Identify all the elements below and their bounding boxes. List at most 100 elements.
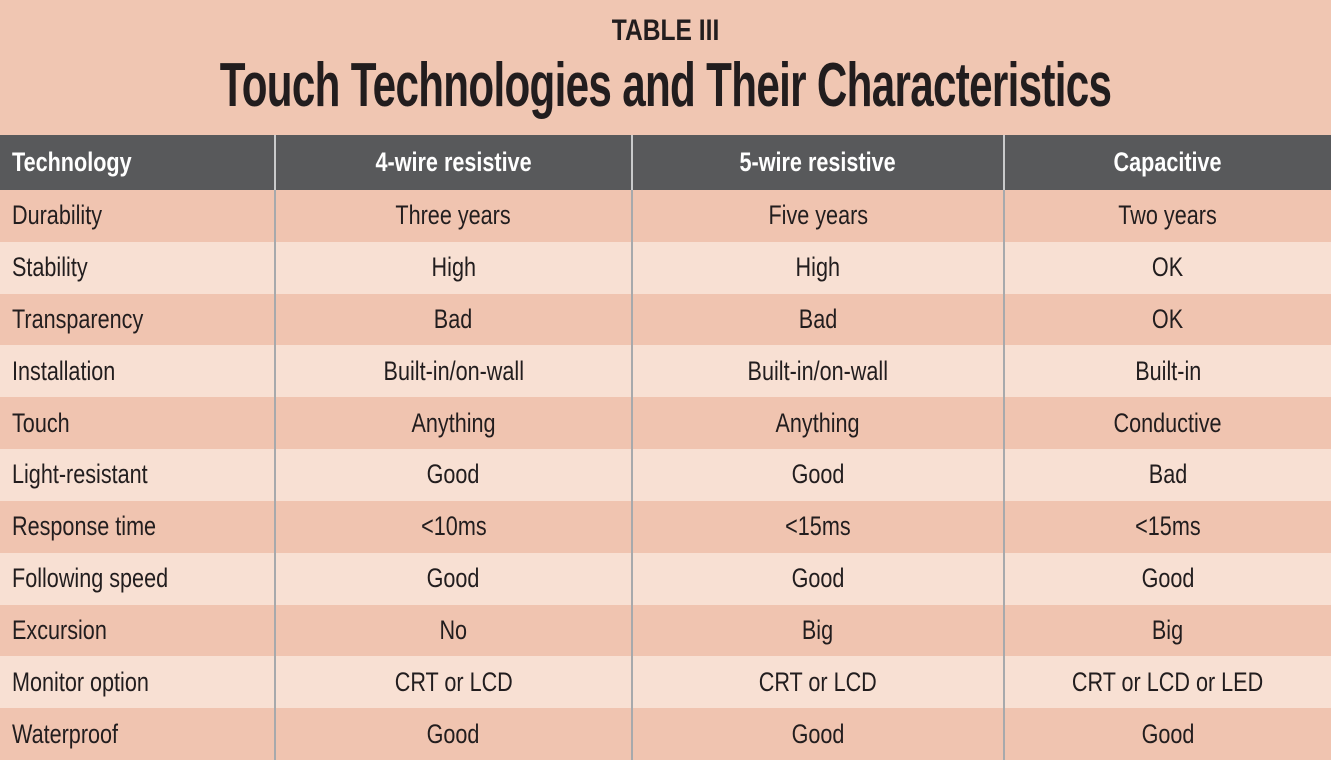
table-row: Installation Built-in/on-wall Built-in/o… [0,345,1331,398]
row-value: Good [1141,718,1195,749]
row-value: CRT or LCD or LED [1072,666,1264,697]
row-label-cell: Following speed [0,553,274,605]
table-row: Stability High High OK [0,241,1331,294]
row-value: Bad [434,304,473,335]
table-row: Durability Three years Five years Two ye… [0,190,1331,242]
row-value: Good [427,718,480,749]
row-label: Stability [12,252,88,283]
row-value: Anything [411,407,496,438]
row-value: Good [791,563,845,594]
row-value: Built-in [1134,355,1202,386]
table-row: Response time <10ms <15ms <15ms [0,500,1331,553]
header-row: Technology 4-wire resistive 5-wire resis… [0,135,1331,190]
row-label: Following speed [12,563,169,594]
row-value-cell: Conductive [1003,397,1331,450]
table-row: Excursion No Big Big [0,604,1331,657]
row-value-cell: OK [1003,293,1331,346]
row-value-cell: Five years [631,190,1003,242]
row-label-cell: Excursion [0,605,274,657]
row-value-cell: Built-in/on-wall [274,345,631,398]
row-label-cell: Durability [0,190,274,242]
row-value: Good [791,718,845,749]
row-value-cell: Anything [274,397,631,450]
column-header-label: Technology [12,147,132,177]
column-header-5wire: 5-wire resistive [631,135,1003,190]
row-value-cell: Good [631,449,1003,501]
row-label-cell: Transparency [0,294,274,346]
row-value-cell: <15ms [1003,500,1331,553]
row-value-cell: Built-in/on-wall [631,345,1003,398]
row-label-cell: Light-resistant [0,449,274,501]
column-header-label: Capacitive [1113,147,1223,177]
row-value-cell: Two years [1003,190,1331,242]
row-label: Light-resistant [12,459,148,490]
row-value: Anything [775,407,861,438]
row-value: Bad [1148,459,1188,490]
row-value: Good [427,459,480,490]
row-value: Bad [798,304,838,335]
row-label-cell: Response time [0,501,274,553]
table-row: Touch Anything Anything Conductive [0,397,1331,450]
table-row: Following speed Good Good Good [0,552,1331,605]
row-value-cell: Built-in [1003,345,1331,398]
row-value: Conductive [1113,407,1223,438]
table-body: Durability Three years Five years Two ye… [0,190,1331,760]
table-number-label: TABLE III [611,14,720,47]
row-value-cell: CRT or LCD [274,656,631,709]
page-title-label: Touch Technologies and Their Characteris… [219,51,1112,120]
row-value-cell: Anything [631,397,1003,450]
row-value-cell: Bad [1003,449,1331,501]
row-value-cell: <10ms [274,500,631,553]
row-value: <15ms [785,511,851,542]
row-value-cell: Good [274,449,631,501]
row-value-cell: Bad [631,293,1003,346]
row-label: Touch [12,407,70,438]
row-label: Installation [12,355,116,386]
row-value: Two years [1118,200,1218,231]
row-value-cell: CRT or LCD or LED [1003,656,1331,709]
row-value: OK [1152,252,1184,283]
row-value-cell: Good [631,708,1003,760]
row-value-cell: <15ms [631,500,1003,553]
row-value: Built-in/on-wall [747,355,889,386]
row-value-cell: Good [1003,552,1331,605]
row-value: Built-in/on-wall [383,355,524,386]
row-value-cell: Three years [274,190,631,242]
row-value-cell: Big [1003,604,1331,657]
table-number: TABLE III [0,12,1331,50]
row-label: Response time [12,511,157,542]
row-label-cell: Waterproof [0,708,274,760]
row-value-cell: High [274,241,631,294]
row-label-cell: Installation [0,345,274,397]
row-value: <10ms [420,511,487,542]
row-value: Good [1141,563,1195,594]
title-block: TABLE III Touch Technologies and Their C… [0,0,1331,135]
row-value-cell: High [631,241,1003,294]
row-value-cell: Good [274,708,631,760]
row-value-cell: Big [631,604,1003,657]
table-row: Transparency Bad Bad OK [0,293,1331,346]
row-label: Waterproof [12,718,119,749]
row-value: Good [427,563,480,594]
row-label-cell: Monitor option [0,656,274,708]
row-label: Excursion [12,614,107,645]
row-value: No [439,614,468,645]
row-value: OK [1152,304,1184,335]
row-value: <15ms [1135,511,1201,542]
column-header-capacitive: Capacitive [1003,135,1331,190]
row-value-cell: CRT or LCD [631,656,1003,709]
row-value: High [431,252,476,283]
row-value-cell: OK [1003,241,1331,294]
row-value-cell: Good [274,552,631,605]
row-value: Five years [768,200,868,231]
row-label: Durability [12,200,103,231]
row-value-cell: Good [631,552,1003,605]
row-value: Good [791,459,845,490]
row-value: Big [1152,614,1184,645]
row-label-cell: Stability [0,242,274,294]
row-label-cell: Touch [0,397,274,449]
row-value: Three years [395,200,512,231]
table-row: Monitor option CRT or LCD CRT or LCD CRT… [0,656,1331,709]
row-value-cell: Bad [274,293,631,346]
